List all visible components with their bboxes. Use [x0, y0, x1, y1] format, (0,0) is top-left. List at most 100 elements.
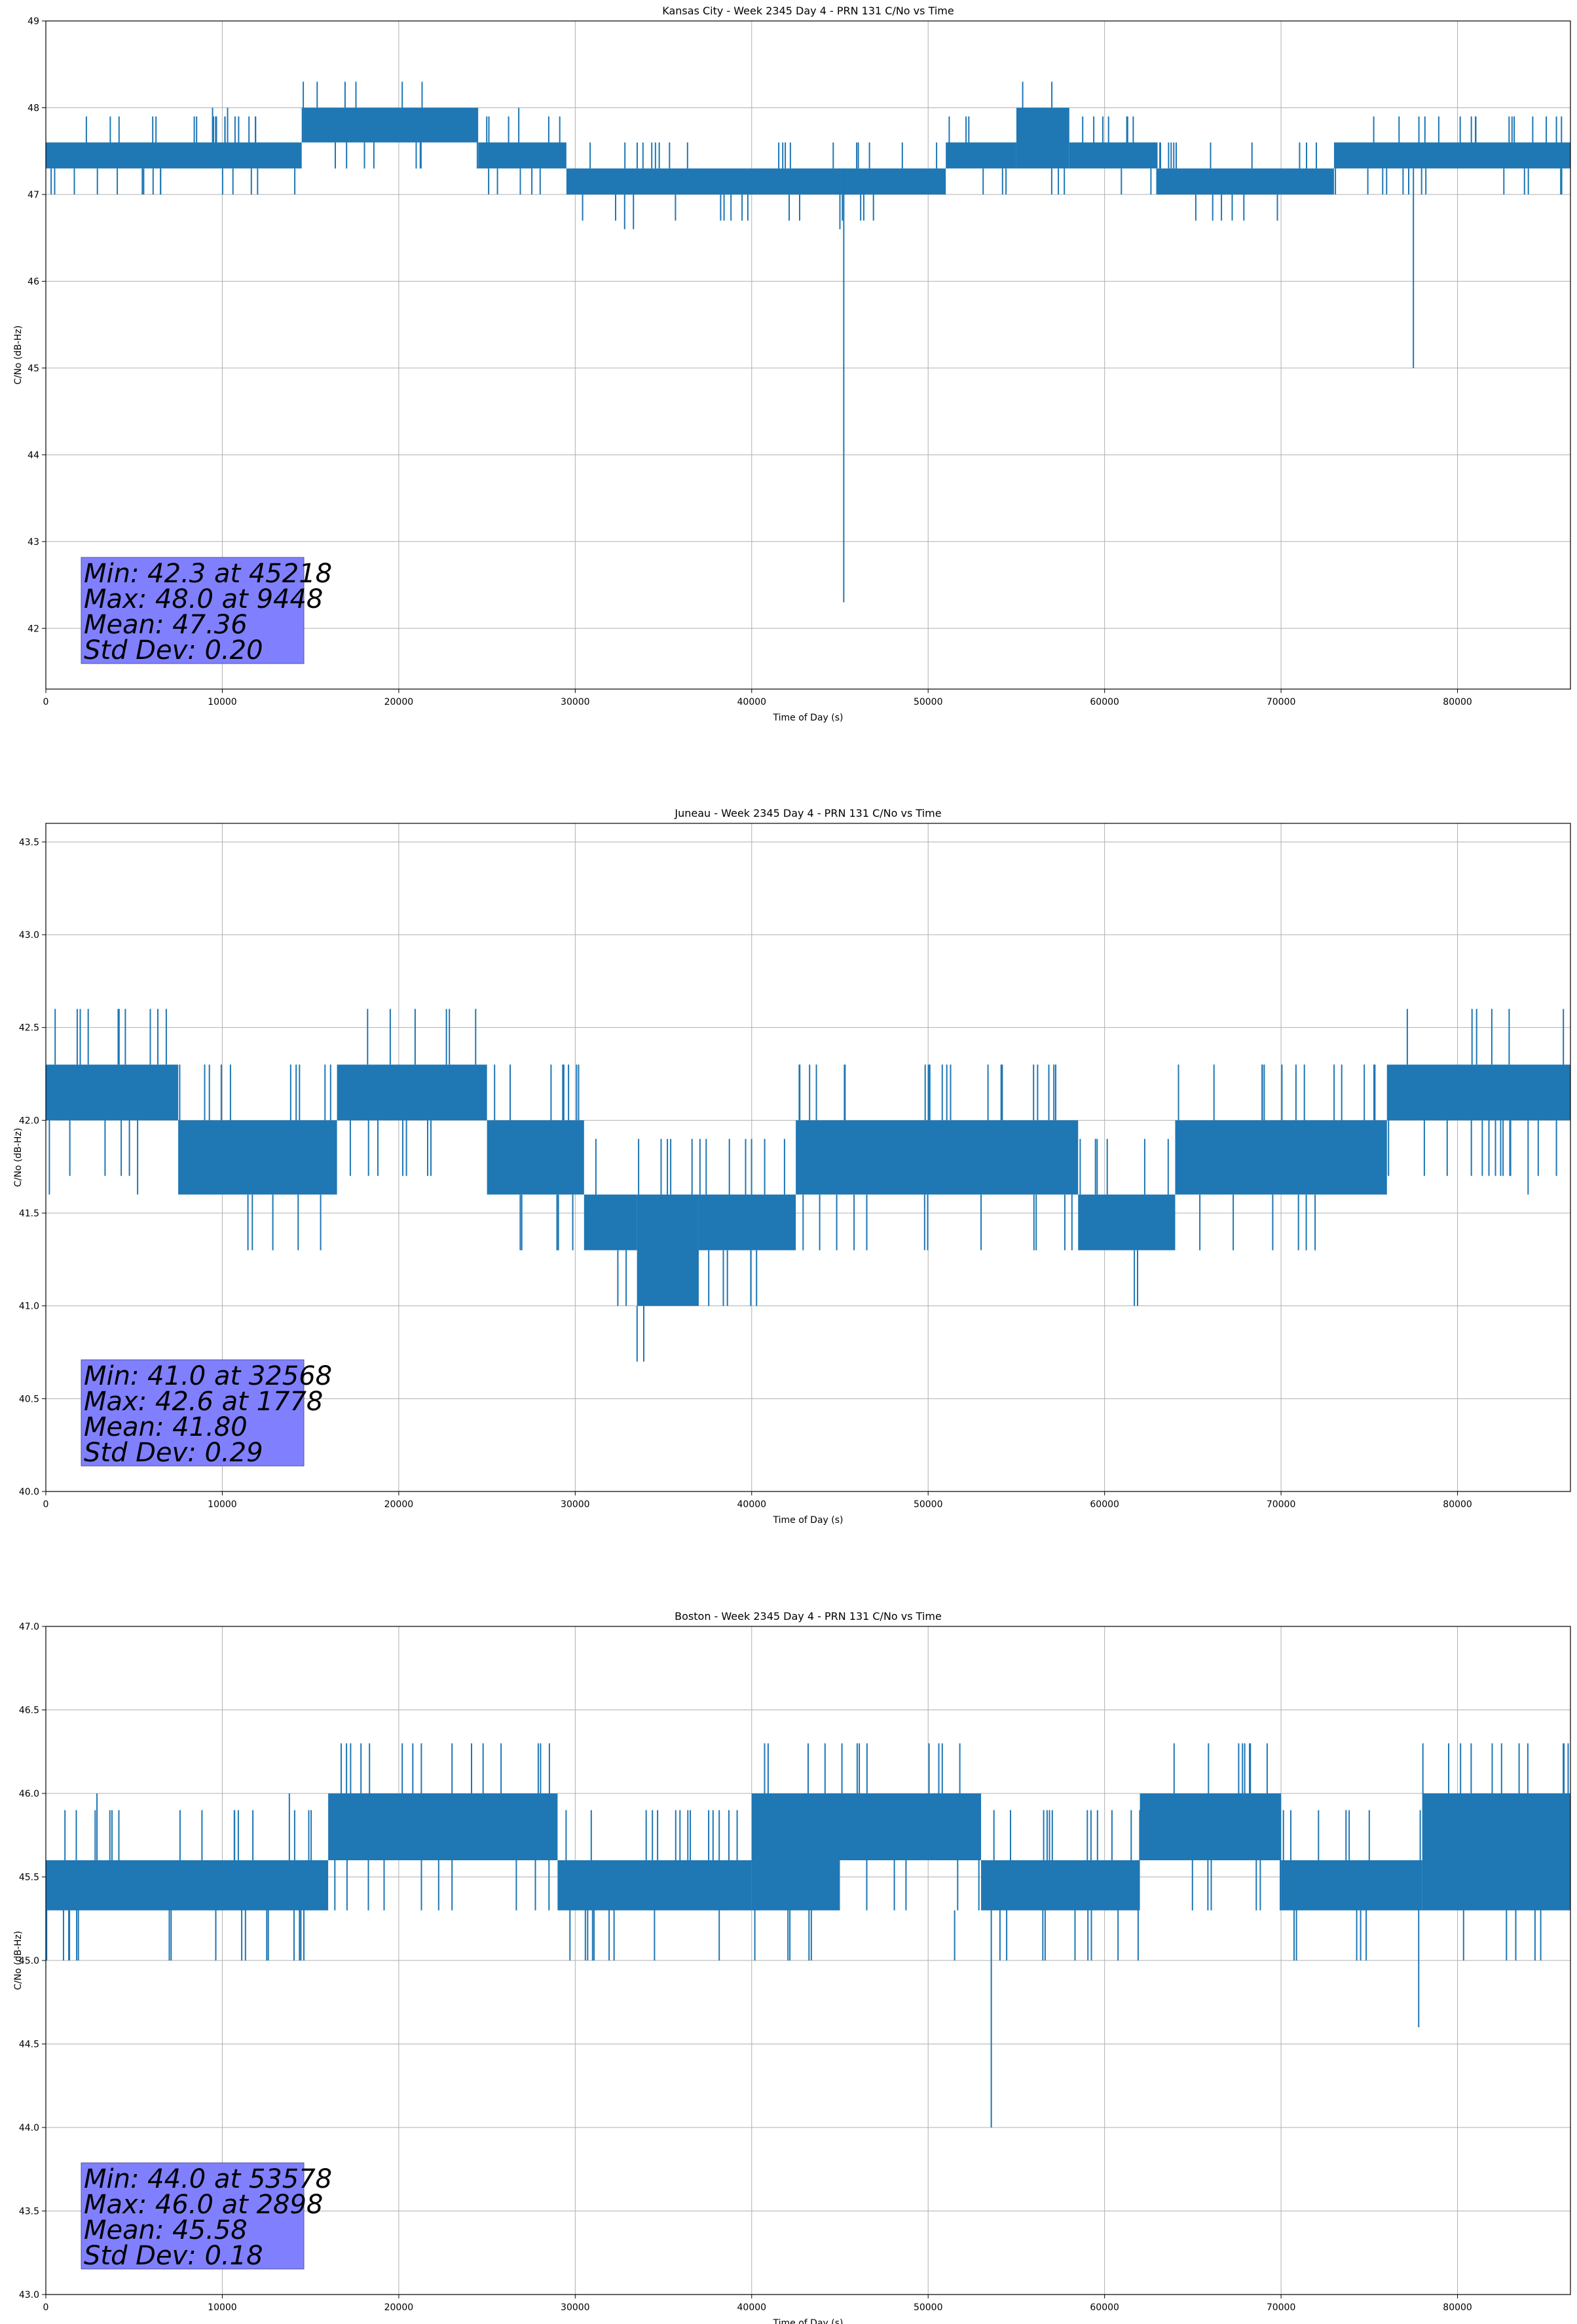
stats-line: Max: 42.6 at 1778 — [84, 1387, 323, 1417]
data-noise — [993, 1810, 1141, 1960]
x-tick-label: 40000 — [737, 1499, 767, 1510]
data-noise — [1422, 1743, 1569, 1960]
stats-line: Max: 46.0 at 2898 — [84, 2190, 323, 2220]
stats-line: Min: 44.0 at 53578 — [84, 2164, 332, 2194]
x-axis-label: Time of Day (s) — [773, 2318, 844, 2324]
data-band-fill — [566, 168, 946, 195]
data-band — [751, 1743, 840, 1960]
data-band — [487, 1064, 584, 1250]
data-noise — [334, 1743, 550, 1911]
data-band — [1281, 1810, 1422, 1960]
chart-title: Kansas City - Week 2345 Day 4 - PRN 131 … — [662, 5, 954, 17]
data-noise — [54, 1009, 167, 1176]
y-tick-label: 45 — [28, 364, 39, 374]
data-band-fill — [1422, 1793, 1570, 1911]
data-noise — [46, 1810, 312, 1960]
stats-line: Min: 41.0 at 32568 — [84, 1361, 332, 1391]
x-tick-label: 30000 — [561, 697, 590, 707]
data-band-fill — [1333, 142, 1570, 169]
data-band — [698, 1138, 796, 1306]
y-tick-label: 45.0 — [19, 1956, 39, 1966]
data-noise — [948, 116, 1007, 195]
stats-line: Mean: 47.36 — [84, 610, 248, 640]
chart-title: Juneau - Week 2345 Day 4 - PRN 131 C/No … — [674, 807, 941, 819]
data-noise — [798, 1064, 1073, 1250]
data-band — [796, 1064, 1079, 1250]
x-tick-label: 70000 — [1267, 1499, 1296, 1510]
data-band — [840, 1743, 982, 1911]
data-band-fill — [1140, 1793, 1282, 1860]
data-band-fill — [1016, 107, 1069, 169]
data-band-fill — [796, 1120, 1079, 1195]
data-band-fill — [1069, 142, 1158, 169]
x-axis-label: Time of Day (s) — [773, 1515, 844, 1526]
data-band-fill — [946, 142, 1016, 169]
data-noise — [841, 1743, 980, 1911]
x-tick-label: 60000 — [1090, 697, 1119, 707]
y-tick-label: 43.5 — [19, 837, 39, 848]
data-band — [478, 116, 566, 195]
x-tick-label: 0 — [43, 697, 49, 707]
y-tick-label: 42.0 — [19, 1115, 39, 1126]
data-band — [46, 116, 302, 195]
data-band-fill — [46, 142, 302, 169]
x-tick-label: 40000 — [737, 2302, 767, 2313]
data-band-fill — [46, 1064, 179, 1121]
data-band — [1422, 1743, 1570, 1960]
chart-panel-1: 0 10000 20000 30000 40000 50000 60000 70000 8000… — [13, 5, 1571, 723]
data-noise — [179, 1064, 331, 1250]
data-band — [337, 1009, 487, 1176]
data-band-fill — [557, 1860, 752, 1911]
data-band — [1069, 116, 1158, 195]
data-band — [636, 1138, 699, 1362]
x-tick-label: 50000 — [914, 697, 943, 707]
y-tick-label: 43.5 — [19, 2207, 39, 2217]
x-tick-label: 70000 — [1267, 697, 1296, 707]
y-tick-label: 41.0 — [19, 1302, 39, 1312]
data-band — [584, 1138, 637, 1306]
data-band — [566, 142, 946, 221]
stats-line: Std Dev: 0.18 — [84, 2241, 263, 2271]
x-tick-label: 10000 — [208, 2302, 237, 2313]
data-noise — [1173, 1743, 1281, 1911]
data-band — [1333, 116, 1570, 195]
data-band — [301, 81, 479, 169]
stats-box-background — [81, 1359, 305, 1467]
stats-line: Mean: 41.80 — [84, 1412, 248, 1442]
x-tick-label: 80000 — [1443, 697, 1472, 707]
data-noise — [1388, 1009, 1557, 1176]
y-tick-label: 44.5 — [19, 2040, 39, 2050]
data-band-fill — [487, 1120, 584, 1195]
data-band-fill — [637, 1194, 699, 1306]
data-band — [1078, 1138, 1176, 1306]
data-noise — [1079, 1138, 1169, 1306]
x-axis-label: Time of Day (s) — [773, 713, 844, 723]
x-tick-label: 0 — [43, 2302, 49, 2313]
data-band-fill — [1157, 168, 1334, 195]
y-tick-label: 46 — [28, 276, 39, 287]
data-band — [1386, 1009, 1570, 1176]
y-axis-label: C/No (dB-Hz) — [13, 1128, 24, 1187]
x-tick-label: 60000 — [1090, 2302, 1119, 2313]
data-band — [1175, 1064, 1387, 1250]
x-tick-label: 30000 — [561, 1499, 590, 1510]
x-tick-label: 80000 — [1443, 1499, 1472, 1510]
x-tick-label: 20000 — [384, 697, 414, 707]
y-axis-label: C/No (dB-Hz) — [13, 326, 24, 384]
x-tick-label: 70000 — [1267, 2302, 1296, 2313]
data-band — [46, 1009, 179, 1176]
stats-line: Std Dev: 0.29 — [84, 1438, 263, 1468]
data-noise — [494, 1064, 580, 1250]
data-noise — [1082, 116, 1158, 195]
data-noise — [636, 1138, 693, 1362]
stats-line: Max: 48.0 at 9448 — [84, 584, 323, 614]
data-noise — [486, 116, 561, 195]
stats-line: Std Dev: 0.20 — [84, 635, 263, 665]
data-noise — [595, 1138, 627, 1306]
data-band — [981, 1810, 1141, 1960]
y-tick-label: 43 — [28, 537, 39, 548]
y-tick-label: 42.5 — [19, 1023, 39, 1034]
